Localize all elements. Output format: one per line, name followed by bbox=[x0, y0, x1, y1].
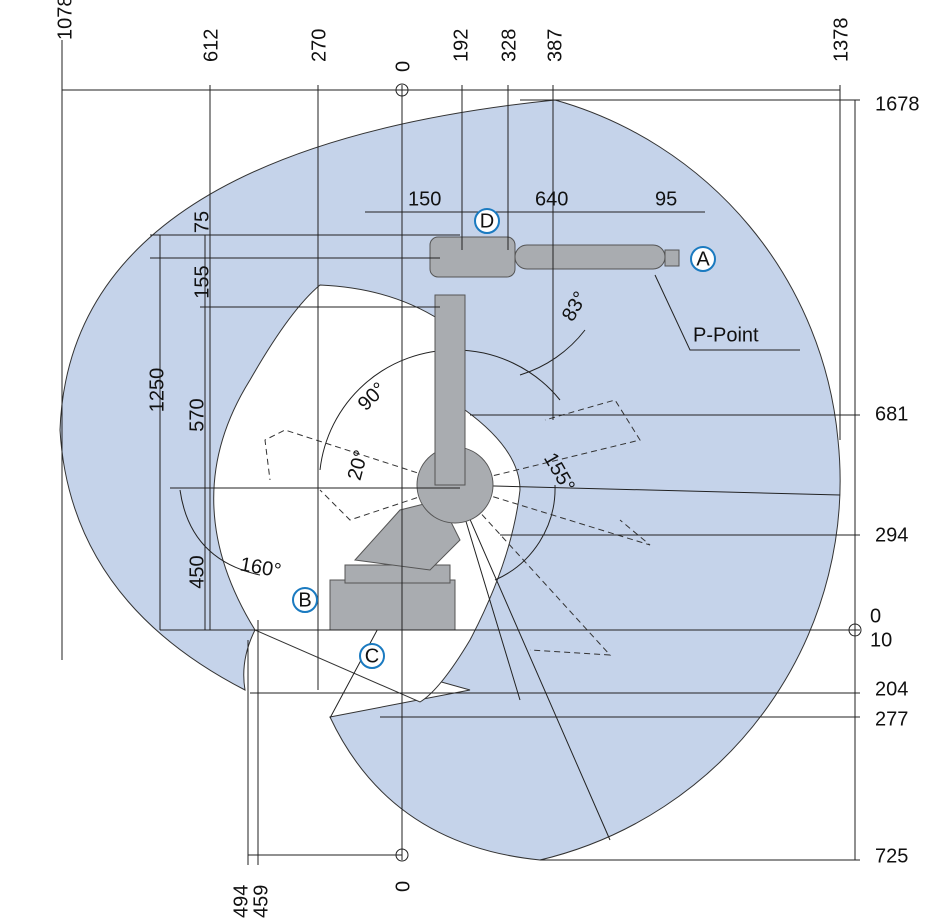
robot-base bbox=[329, 579, 456, 631]
dim-label: 155 bbox=[191, 265, 213, 298]
dim-label: 95 bbox=[655, 188, 677, 210]
robot-elbow bbox=[429, 236, 516, 278]
callout-label: D bbox=[480, 210, 494, 232]
dim-label: 277 bbox=[875, 708, 908, 730]
angle-arc bbox=[494, 484, 556, 581]
callout-circle bbox=[359, 643, 385, 669]
arm-labels: 150 640 95 P-Point bbox=[408, 188, 759, 346]
dim-label: 494 bbox=[230, 885, 252, 918]
callout-label: A bbox=[696, 248, 710, 270]
top-labels: 1078 612 270 0 192 328 387 1378 bbox=[54, 0, 852, 72]
dim-label: 192 bbox=[450, 29, 472, 62]
bottom-labels: 494 459 0 bbox=[230, 881, 414, 918]
origin-marker bbox=[395, 83, 409, 97]
callout-circle bbox=[292, 587, 318, 613]
dim-label: 681 bbox=[875, 403, 908, 425]
envelope-line bbox=[329, 484, 841, 841]
arm-pose bbox=[454, 399, 641, 486]
dim-label: 0 bbox=[392, 881, 414, 892]
dim-label: 459 bbox=[250, 885, 272, 918]
dim-label: 387 bbox=[544, 29, 566, 62]
dim-label: 204 bbox=[875, 678, 908, 700]
dim-label: 328 bbox=[498, 29, 520, 62]
robot-base bbox=[344, 564, 451, 584]
callout-label: C bbox=[365, 645, 379, 667]
dim-label: 640 bbox=[535, 188, 568, 210]
arm-pose bbox=[454, 484, 651, 546]
left-dim-line bbox=[150, 234, 460, 630]
dim-label: 1378 bbox=[830, 18, 852, 63]
dim-label: 1250 bbox=[146, 368, 168, 413]
bottom-dim-line bbox=[247, 620, 402, 865]
arm-pose bbox=[264, 429, 456, 486]
dim-label: 612 bbox=[200, 29, 222, 62]
origin-marker bbox=[395, 848, 409, 862]
dim-label: 0 bbox=[870, 605, 881, 627]
dimension-lines bbox=[61, 40, 862, 865]
dim-label: 75 bbox=[191, 211, 213, 233]
dim-label: 10 bbox=[870, 629, 892, 651]
robot-flange bbox=[664, 249, 680, 267]
dim-label: 150 bbox=[408, 188, 441, 210]
callout-circle bbox=[474, 208, 500, 234]
angle-arc bbox=[519, 329, 586, 376]
callouts: A B C D bbox=[292, 208, 716, 669]
origin-marker bbox=[848, 623, 862, 637]
robot bbox=[329, 236, 680, 631]
left-labels: 75 155 1250 570 450 bbox=[146, 211, 213, 589]
dim-label: 270 bbox=[308, 29, 330, 62]
dim-label: 0 bbox=[392, 61, 414, 72]
dim-label: 1678 bbox=[875, 93, 920, 115]
robot-forearm bbox=[514, 244, 666, 270]
angle-arc bbox=[319, 349, 561, 471]
right-labels: 1678 681 294 0 10 204 277 725 bbox=[870, 93, 920, 867]
robot-lower-arm bbox=[434, 294, 466, 486]
right-dim-line bbox=[160, 99, 860, 861]
arm-pose bbox=[319, 484, 456, 521]
dim-label: 725 bbox=[875, 845, 908, 867]
arm-dim-line bbox=[365, 211, 800, 351]
top-dim-line bbox=[61, 40, 841, 860]
dim-label: 1078 bbox=[54, 0, 76, 40]
dim-label: 450 bbox=[186, 555, 208, 588]
arm-pose bbox=[454, 484, 612, 656]
dim-label: 570 bbox=[186, 398, 208, 431]
dim-label: 294 bbox=[875, 524, 908, 546]
callout-label: B bbox=[298, 589, 311, 611]
p-point-label: P-Point bbox=[693, 324, 759, 346]
callout-circle bbox=[690, 246, 716, 272]
